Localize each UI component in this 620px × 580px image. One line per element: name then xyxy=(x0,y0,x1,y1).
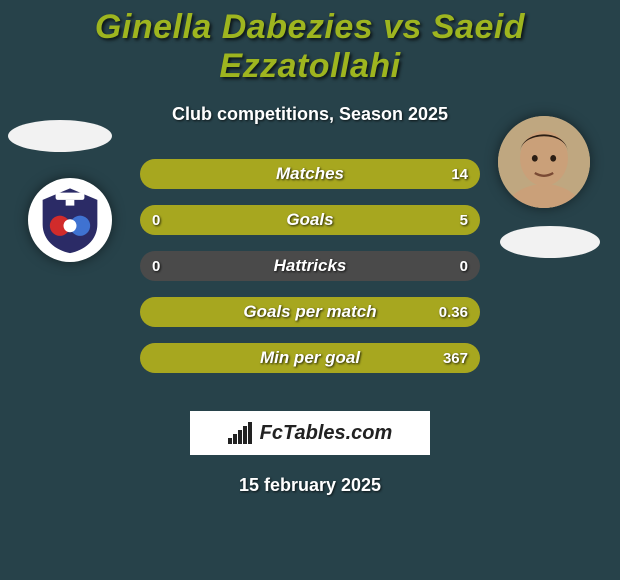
stat-value-right: 0.36 xyxy=(427,297,480,327)
player-avatar-icon xyxy=(498,116,590,208)
stat-row: 0.36Goals per match xyxy=(140,297,480,327)
stat-label: Hattricks xyxy=(140,251,480,281)
stat-fill-right xyxy=(140,159,480,189)
stat-fill-right xyxy=(140,343,480,373)
stat-row: 05Goals xyxy=(140,205,480,235)
stat-value-right: 14 xyxy=(439,159,480,189)
stat-value-left xyxy=(140,297,164,327)
club-emblem-icon xyxy=(34,184,106,256)
stat-value-left: 0 xyxy=(140,251,172,281)
stat-value-right: 5 xyxy=(448,205,480,235)
stat-value-right: 367 xyxy=(431,343,480,373)
logo-box: FcTables.com xyxy=(190,411,430,455)
stat-row: 0 0Hattricks xyxy=(140,251,480,281)
stat-value-left: 0 xyxy=(140,205,172,235)
stat-value-left xyxy=(140,159,164,189)
barchart-icon xyxy=(228,422,256,444)
stat-value-left xyxy=(140,343,164,373)
logo-text: FcTables.com xyxy=(260,422,393,445)
right-flag xyxy=(500,226,600,258)
left-club-badge xyxy=(28,178,112,262)
stats-card: Ginella Dabezies vs Saeid Ezzatollahi Cl… xyxy=(0,0,620,580)
right-player-photo xyxy=(498,116,590,208)
left-flag xyxy=(8,120,112,152)
date: 15 february 2025 xyxy=(0,475,620,496)
stat-bars: 14Matches05Goals00Hattricks0.36Goals per… xyxy=(140,159,480,389)
stat-value-right: 0 xyxy=(448,251,480,281)
stat-fill-right xyxy=(140,205,480,235)
stat-row: 367Min per goal xyxy=(140,343,480,373)
title: Ginella Dabezies vs Saeid Ezzatollahi xyxy=(0,0,620,86)
stat-row: 14Matches xyxy=(140,159,480,189)
